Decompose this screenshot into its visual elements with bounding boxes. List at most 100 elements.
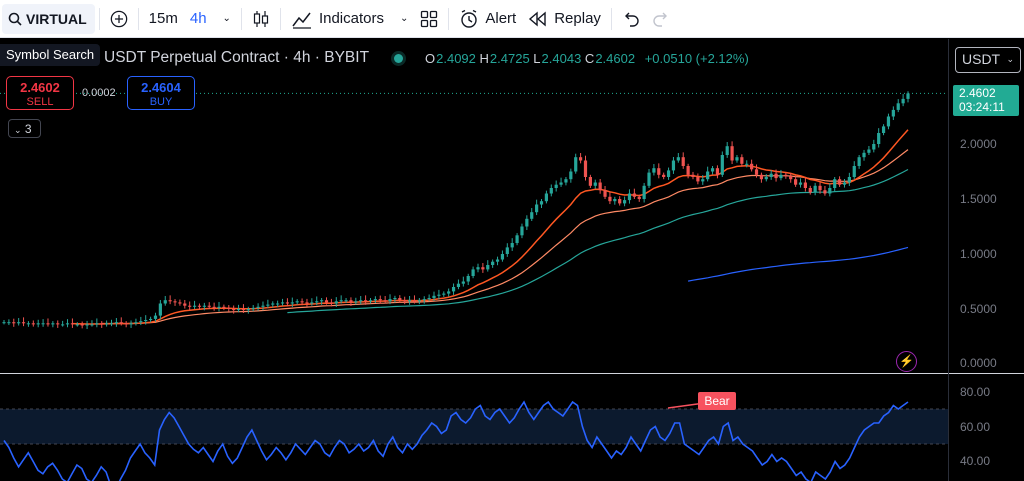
last-price: 2.4602 — [959, 86, 996, 100]
chart-type-button[interactable] — [246, 4, 276, 34]
candle-body — [896, 103, 900, 110]
candle-body — [666, 170, 671, 177]
candle-body — [471, 269, 475, 276]
candle-body — [662, 174, 666, 177]
interval-15m[interactable]: 15m — [143, 4, 184, 34]
price-axis-label: 0.0000 — [960, 356, 997, 370]
candle-body — [852, 166, 856, 177]
price-chart-svg[interactable] — [0, 39, 1024, 481]
chart-area[interactable] — [0, 39, 1024, 481]
candle-body — [862, 152, 866, 158]
add-circle-icon — [110, 10, 127, 27]
candle-body — [818, 185, 822, 191]
candle-body — [364, 300, 368, 302]
candle-body — [173, 301, 177, 303]
redo-button[interactable] — [646, 4, 676, 34]
candle-body — [349, 300, 353, 303]
candle-body — [339, 300, 343, 302]
interval-dropdown[interactable]: ⌄ — [213, 4, 237, 34]
candle-body — [359, 300, 363, 302]
undo-button[interactable] — [616, 4, 646, 34]
candle-body — [222, 306, 226, 308]
candle-body — [740, 157, 744, 164]
candle-body — [735, 157, 739, 161]
candle-body — [486, 265, 490, 270]
symbol-name: VIRTUAL — [26, 10, 87, 27]
indicators-button[interactable]: Indicators — [285, 4, 390, 34]
alert-button[interactable]: Alert — [453, 4, 522, 34]
candle-body — [324, 300, 329, 303]
candle-body — [422, 299, 426, 301]
candle-body — [657, 168, 661, 175]
candle-body — [779, 174, 783, 179]
legend-collapse-button[interactable]: ⌄ 3 — [8, 119, 41, 138]
candle-body — [368, 300, 373, 302]
candle-body — [877, 133, 881, 144]
candle-body — [686, 166, 690, 175]
top-toolbar: VIRTUAL 15m 4h ⌄ Indicators ⌄ Alert Repl… — [0, 0, 1024, 38]
candle-body — [393, 298, 397, 300]
replay-button[interactable]: Replay — [522, 4, 607, 34]
compare-symbol-button[interactable] — [104, 4, 134, 34]
candle-body — [789, 175, 793, 180]
candle-body — [183, 303, 187, 306]
indicators-dropdown[interactable]: ⌄ — [390, 4, 414, 34]
candle-body — [31, 323, 35, 325]
ema-teal-line — [287, 168, 909, 314]
candle-body — [266, 304, 270, 306]
candle-body — [188, 305, 192, 307]
interval-4h[interactable]: 4h — [184, 4, 213, 34]
candle-body — [105, 323, 109, 325]
candle-body — [320, 300, 324, 302]
search-icon — [8, 12, 22, 26]
candle-body — [808, 188, 812, 193]
rsi-axis-label: 40.00 — [960, 454, 991, 468]
candle-body — [456, 283, 461, 287]
candle-body — [886, 116, 891, 127]
sell-button[interactable]: 2.4602 SELL — [6, 76, 74, 110]
candle-body — [671, 160, 676, 171]
candle-body — [280, 302, 285, 304]
symbol-search-button[interactable]: VIRTUAL — [2, 3, 95, 34]
candle-body — [559, 182, 563, 185]
flash-icon[interactable]: ⚡ — [896, 351, 917, 372]
candle-body — [75, 324, 79, 326]
candle-body — [794, 179, 798, 185]
toolbar-divider — [98, 7, 100, 30]
layout-button[interactable] — [414, 4, 444, 34]
candle-body — [134, 322, 138, 324]
price-axis-label: 0.5000 — [960, 302, 997, 316]
candle-body — [745, 163, 749, 165]
candle-body — [256, 306, 260, 308]
candle-body — [17, 322, 21, 324]
candle-body — [798, 182, 803, 185]
symbol-search-tooltip: Symbol Search — [0, 44, 101, 66]
candle-body — [813, 185, 817, 193]
candle-body — [158, 303, 162, 316]
candle-body — [647, 172, 651, 186]
candle-body — [603, 190, 607, 197]
candle-body — [769, 173, 773, 177]
price-axis-label: 1.5000 — [960, 192, 997, 206]
candle-body — [476, 267, 480, 270]
buy-button[interactable]: 2.4604 BUY — [127, 76, 195, 110]
candle-body — [828, 188, 832, 194]
price-axis-label: 2.0000 — [960, 137, 997, 151]
toolbar-divider — [137, 7, 139, 30]
candle-body — [300, 301, 304, 303]
candle-body — [305, 302, 309, 304]
candle-body — [681, 157, 685, 166]
bear-divergence-label: Bear — [698, 392, 736, 410]
candle-body — [56, 323, 60, 325]
candle-body — [85, 324, 89, 326]
candle-body — [232, 309, 236, 311]
candle-body — [153, 315, 158, 319]
candle-body — [710, 168, 715, 172]
chevron-down-icon: ⌄ — [1006, 54, 1014, 64]
currency-select[interactable]: USDT ⌄ — [955, 47, 1021, 73]
candle-body — [881, 126, 886, 133]
candle-body — [579, 157, 583, 161]
candle-body — [715, 168, 720, 175]
candle-body — [398, 298, 402, 301]
candle-body — [613, 199, 617, 202]
